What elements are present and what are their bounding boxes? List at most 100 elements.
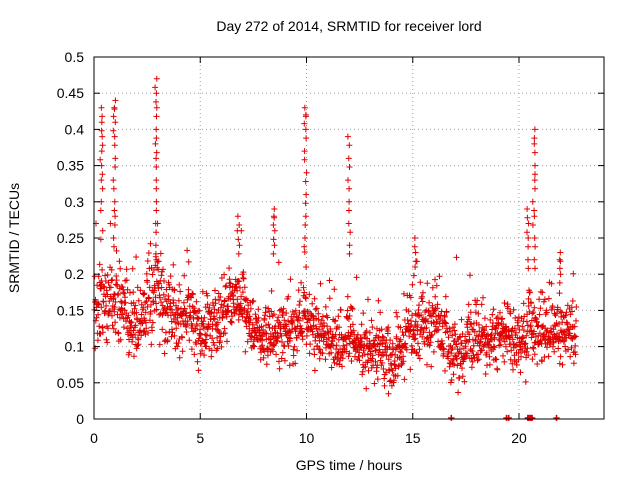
data-point	[522, 340, 529, 347]
data-point	[100, 283, 107, 290]
data-point	[203, 332, 210, 339]
data-point	[123, 266, 130, 273]
data-point	[95, 311, 102, 318]
data-point	[112, 213, 119, 220]
data-point	[99, 113, 106, 120]
data-point	[537, 305, 544, 312]
data-point	[456, 346, 463, 353]
data-point	[563, 309, 570, 316]
data-point	[301, 289, 308, 296]
data-point	[218, 275, 225, 281]
data-point	[379, 333, 386, 340]
data-point	[492, 356, 499, 362]
data-point	[152, 84, 159, 91]
data-point	[116, 258, 123, 265]
data-point	[153, 149, 160, 156]
data-point	[343, 336, 349, 343]
data-point	[208, 310, 214, 316]
data-point	[322, 356, 329, 363]
data-point	[474, 297, 481, 304]
data-point	[260, 331, 267, 338]
data-point	[167, 273, 174, 280]
data-point	[133, 309, 140, 316]
data-point	[106, 307, 113, 314]
data-point	[254, 318, 261, 324]
data-point	[415, 340, 421, 347]
data-point	[110, 177, 117, 184]
data-point	[110, 113, 117, 120]
data-point	[197, 326, 204, 333]
data-point	[420, 329, 427, 336]
data-point	[469, 358, 476, 365]
data-point	[206, 304, 213, 311]
data-point	[303, 169, 310, 176]
data-point	[410, 272, 417, 279]
data-point	[345, 353, 352, 360]
data-point	[324, 314, 331, 321]
data-point	[184, 247, 191, 254]
data-point	[153, 90, 160, 97]
data-point	[451, 321, 458, 328]
data-point	[363, 328, 370, 335]
data-point	[493, 315, 500, 322]
data-point	[111, 207, 118, 214]
data-point	[443, 320, 450, 327]
data-point	[498, 316, 505, 323]
data-point	[529, 310, 536, 317]
data-point	[347, 333, 354, 340]
data-point	[530, 345, 537, 352]
data-point	[155, 285, 162, 292]
data-point	[244, 297, 251, 304]
data-point	[331, 335, 337, 342]
data-point	[345, 220, 352, 227]
data-point	[453, 254, 460, 261]
data-point	[509, 360, 516, 367]
data-point	[550, 339, 557, 346]
data-point	[493, 325, 499, 332]
data-point	[369, 324, 376, 331]
data-point	[301, 312, 308, 319]
data-point	[356, 357, 363, 364]
data-point	[459, 365, 465, 372]
data-point	[315, 310, 322, 317]
data-point	[525, 352, 532, 359]
data-point	[529, 414, 536, 421]
data-point	[156, 341, 163, 348]
data-point	[105, 325, 111, 332]
data-point	[324, 329, 331, 335]
data-point	[524, 229, 530, 236]
data-point	[113, 247, 120, 254]
data-point	[152, 220, 159, 227]
data-point	[263, 361, 270, 368]
data-point	[493, 356, 500, 363]
data-point	[424, 280, 431, 287]
data-point	[325, 335, 332, 341]
data-point	[557, 353, 564, 360]
data-point	[564, 321, 571, 328]
data-point	[123, 277, 130, 284]
data-point	[358, 321, 365, 328]
data-point	[346, 142, 353, 149]
data-point	[430, 348, 437, 355]
data-point	[536, 330, 543, 337]
data-point	[400, 332, 407, 339]
data-point	[306, 291, 313, 298]
data-point	[221, 297, 228, 304]
data-point	[555, 345, 562, 352]
data-point	[177, 288, 184, 295]
data-point	[189, 290, 196, 297]
data-point	[112, 97, 119, 104]
data-point	[316, 355, 323, 362]
data-point	[153, 113, 160, 120]
y-tick-label: 0.4	[65, 121, 85, 137]
data-point	[385, 324, 392, 331]
data-point	[229, 313, 235, 320]
data-point	[570, 360, 577, 367]
data-point	[385, 390, 392, 397]
data-point	[264, 345, 271, 352]
data-point	[214, 345, 221, 352]
data-point	[572, 333, 579, 340]
data-point	[102, 272, 109, 279]
data-point	[505, 305, 511, 312]
data-point	[384, 330, 391, 337]
